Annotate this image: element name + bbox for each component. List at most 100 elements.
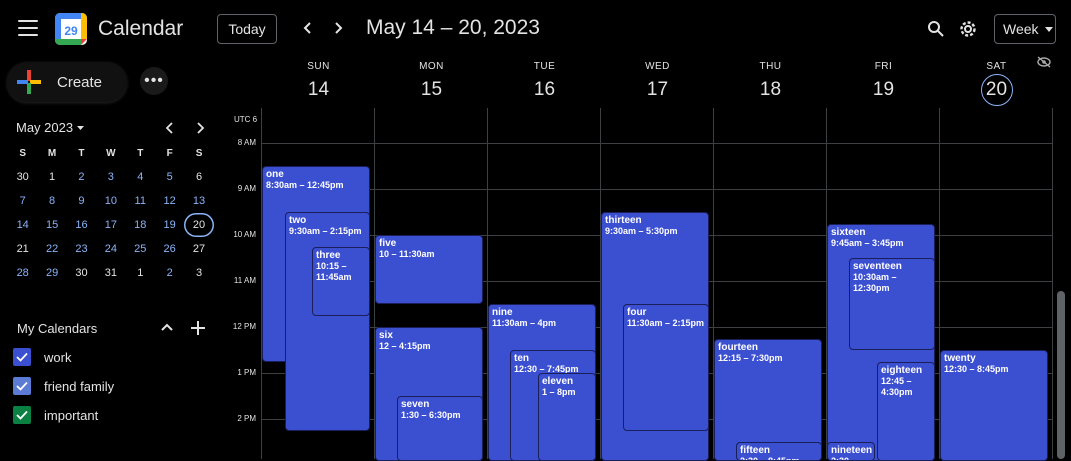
- event-five[interactable]: five 10 – 11:30am: [375, 235, 483, 304]
- mini-calendar-title[interactable]: May 2023: [16, 120, 84, 135]
- create-button[interactable]: Create: [7, 62, 127, 102]
- mini-day-cell[interactable]: 19: [155, 213, 184, 237]
- mini-day-cell[interactable]: 1: [37, 165, 66, 189]
- calendar-item-label: friend family: [44, 379, 114, 394]
- mini-day-cell[interactable]: 17: [96, 213, 125, 237]
- event-time: 12 – 4:15pm: [379, 341, 479, 352]
- calendar-item-friend-family[interactable]: friend family: [13, 377, 114, 395]
- event-nineteen[interactable]: nineteen 2:30 –: [827, 442, 875, 461]
- mini-day-cell[interactable]: 30: [67, 261, 96, 285]
- checkbox-checked-icon[interactable]: [13, 348, 31, 366]
- mini-day-cell[interactable]: 26: [155, 237, 184, 261]
- mini-day-cell[interactable]: 3: [96, 165, 125, 189]
- mini-day-cell[interactable]: 31: [96, 261, 125, 285]
- view-label: Week: [1003, 21, 1039, 37]
- event-seven[interactable]: seven 1:30 – 6:30pm: [397, 396, 483, 461]
- day-number-button[interactable]: 14: [262, 79, 375, 101]
- mini-day-cell[interactable]: 20: [184, 213, 213, 237]
- event-fifteen[interactable]: fifteen 2:30 – 8:45pm: [736, 442, 822, 461]
- mini-day-cell[interactable]: 23: [67, 237, 96, 261]
- prev-week-button[interactable]: [296, 16, 320, 40]
- mini-day-cell[interactable]: 5: [155, 165, 184, 189]
- event-title: one: [266, 169, 366, 180]
- more-options-button[interactable]: •••: [140, 67, 168, 95]
- mini-dow-label: S: [184, 141, 213, 165]
- mini-day-cell[interactable]: 24: [96, 237, 125, 261]
- main-menu-button[interactable]: [18, 20, 38, 36]
- mini-day-cell[interactable]: 30: [8, 165, 37, 189]
- caret-down-icon: [1045, 27, 1053, 32]
- view-selector[interactable]: Week: [994, 14, 1056, 44]
- event-title: fourteen: [718, 342, 818, 353]
- mini-day-cell[interactable]: 3: [184, 261, 213, 285]
- mini-day-cell[interactable]: 29: [37, 261, 66, 285]
- eye-off-icon: [1037, 56, 1051, 68]
- day-number-button[interactable]: 15: [375, 79, 488, 101]
- calendar-item-important[interactable]: important: [13, 406, 98, 424]
- mini-day-cell[interactable]: 7: [8, 189, 37, 213]
- event-eighteen[interactable]: eighteen 12:45 – 4:30pm: [877, 362, 935, 461]
- day-number-button[interactable]: 19: [827, 79, 940, 101]
- event-time: 10 – 11:30am: [379, 249, 479, 260]
- mini-day-cell[interactable]: 25: [126, 237, 155, 261]
- mini-prev-month-button[interactable]: [158, 116, 182, 140]
- date-range-title: May 14 – 20, 2023: [366, 16, 540, 40]
- mini-day-cell[interactable]: 18: [126, 213, 155, 237]
- event-three[interactable]: three 10:15 – 11:45am: [312, 247, 370, 316]
- time-label: 9 AM: [228, 184, 256, 193]
- checkbox-checked-icon[interactable]: [13, 406, 31, 424]
- mini-day-cell[interactable]: 11: [126, 189, 155, 213]
- mini-day-cell[interactable]: 4: [126, 165, 155, 189]
- search-button[interactable]: [924, 17, 948, 41]
- mini-day-cell[interactable]: 10: [96, 189, 125, 213]
- mini-month-label: May 2023: [16, 120, 73, 135]
- mini-next-month-button[interactable]: [188, 116, 212, 140]
- mini-day-cell[interactable]: 14: [8, 213, 37, 237]
- mini-day-cell[interactable]: 1: [126, 261, 155, 285]
- timezone-label: UTC 6: [234, 115, 257, 124]
- mini-day-cell[interactable]: 21: [8, 237, 37, 261]
- settings-button[interactable]: [956, 17, 980, 41]
- day-number-button[interactable]: 16: [488, 79, 601, 101]
- mini-day-cell[interactable]: 2: [155, 261, 184, 285]
- grid-scrollbar[interactable]: [1057, 291, 1065, 459]
- event-eleven[interactable]: eleven 1 – 8pm: [538, 373, 596, 461]
- caret-down-icon: [77, 126, 84, 130]
- mini-day-cell[interactable]: 16: [67, 213, 96, 237]
- event-time: 1 – 8pm: [542, 387, 592, 398]
- mini-day-cell[interactable]: 27: [184, 237, 213, 261]
- day-number-button[interactable]: 17: [601, 79, 714, 101]
- mini-day-cell[interactable]: 9: [67, 189, 96, 213]
- mini-day-cell[interactable]: 6: [184, 165, 213, 189]
- mini-day-cell[interactable]: 8: [37, 189, 66, 213]
- mini-dow-label: F: [155, 141, 184, 165]
- mini-day-cell[interactable]: 28: [8, 261, 37, 285]
- day-number-button[interactable]: 20: [940, 74, 1053, 106]
- calendar-item-work[interactable]: work: [13, 348, 71, 366]
- add-calendar-button[interactable]: [190, 320, 206, 341]
- checkbox-checked-icon[interactable]: [13, 377, 31, 395]
- event-four[interactable]: four 11:30am – 2:15pm: [623, 304, 709, 431]
- event-title: nineteen: [831, 445, 871, 456]
- mini-dow-label: W: [96, 141, 125, 165]
- mini-day-cell[interactable]: 2: [67, 165, 96, 189]
- day-number-button[interactable]: 18: [714, 79, 827, 101]
- mini-day-cell[interactable]: 22: [37, 237, 66, 261]
- mini-day-cell[interactable]: 12: [155, 189, 184, 213]
- event-time: 1:30 – 6:30pm: [401, 410, 479, 421]
- collapse-calendars-button[interactable]: [160, 321, 174, 340]
- event-two[interactable]: two 9:30am – 2:15pm: [285, 212, 370, 431]
- event-seventeen[interactable]: seventeen 10:30am – 12:30pm: [849, 258, 935, 350]
- mini-day-cell[interactable]: 13: [184, 189, 213, 213]
- next-week-button[interactable]: [326, 16, 350, 40]
- app-title: Calendar: [98, 17, 183, 41]
- plus-icon: [190, 320, 206, 336]
- hide-weekends-button[interactable]: [1037, 55, 1051, 73]
- hour-gridline: [262, 143, 1052, 144]
- time-label: 11 AM: [228, 276, 256, 285]
- calendar-item-label: important: [44, 408, 98, 423]
- mini-day-cell[interactable]: 15: [37, 213, 66, 237]
- event-twenty[interactable]: twenty 12:30 – 8:45pm: [940, 350, 1048, 461]
- event-title: twenty: [944, 353, 1044, 364]
- today-button[interactable]: Today: [217, 14, 277, 44]
